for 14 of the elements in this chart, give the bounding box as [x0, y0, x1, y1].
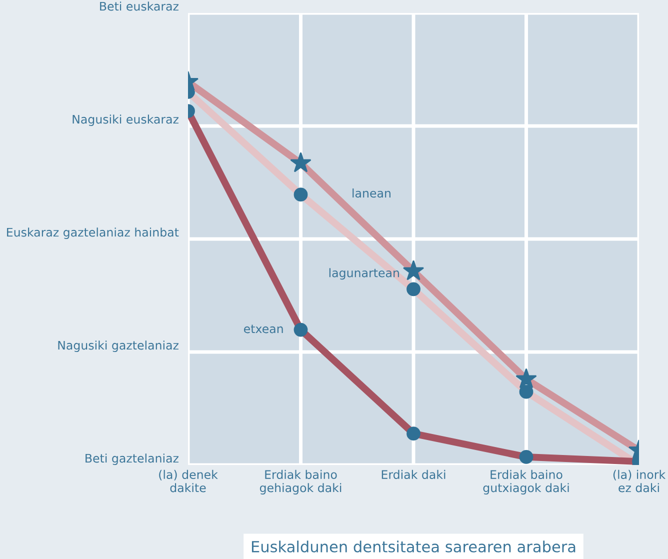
- series-label: lagunartean: [329, 268, 399, 280]
- text: Euskaraz gaztelaniaz hainbat: [7, 228, 179, 239]
- text: Beti gaztelaniaz: [86, 454, 178, 465]
- series-label: lanean: [352, 188, 390, 198]
- series-label: etxean: [244, 324, 283, 334]
- text: Nagusiki gaztelaniaz: [58, 340, 178, 352]
- x-axis-title: Euskaldunen dentsitatea sarearen arabera: [252, 540, 576, 552]
- x-tick-label: Erdiak baino gutxiagok daki: [483, 470, 569, 495]
- x-tick-label: (la) inork ez daki: [613, 470, 666, 492]
- x-tick-label: (la) denek dakite: [159, 470, 218, 492]
- x-tick-label: Erdiak baino gehiagok daki: [260, 470, 342, 495]
- x-tick-label: Erdiak daki: [382, 470, 446, 479]
- text: Nagusiki euskaraz: [72, 114, 178, 126]
- text: Beti euskaraz: [100, 2, 178, 11]
